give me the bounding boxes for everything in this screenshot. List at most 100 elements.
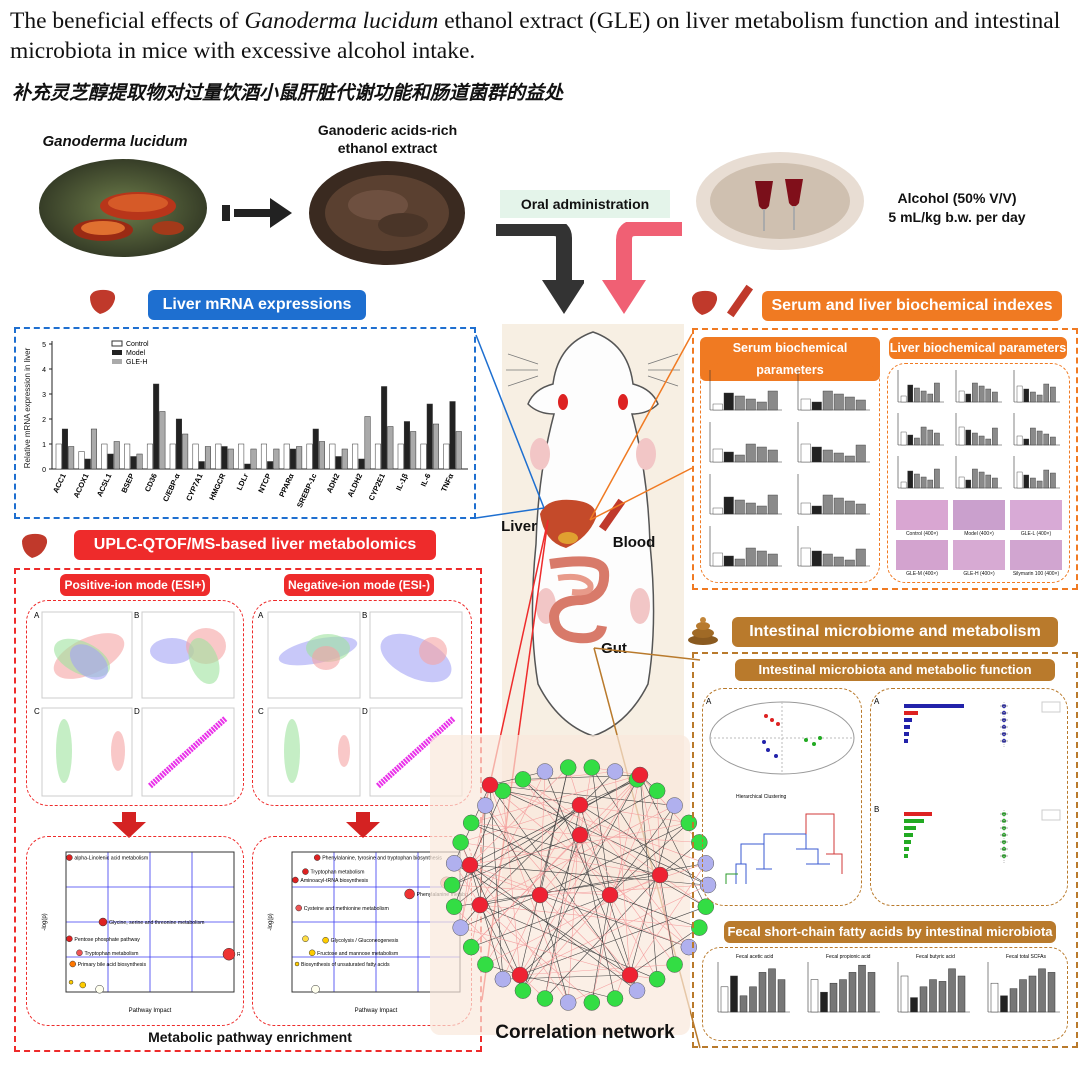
network-edge <box>451 774 641 886</box>
legend-model: Model <box>126 350 146 357</box>
positive-ion-title: Positive-ion mode (ESI+) <box>60 574 210 596</box>
mini-bar <box>855 548 866 567</box>
network-edge <box>591 767 611 896</box>
mini-bar <box>1036 480 1043 489</box>
mini-bar <box>927 429 934 446</box>
mrna-ytick-label: 2 <box>42 417 46 424</box>
network-edge <box>579 790 658 836</box>
network-node <box>666 797 683 814</box>
mini-bar <box>745 502 756 515</box>
network-node <box>621 966 639 984</box>
arrow-right-icon <box>222 198 292 228</box>
scfa-bar <box>990 982 999 1013</box>
blood-tube-center-icon <box>598 498 626 532</box>
pathway-xlabel: Pathway Impact <box>129 1008 172 1014</box>
mrna-ytick-label: 3 <box>42 392 46 399</box>
liver-icon-metabolomics <box>22 533 48 558</box>
ganoderma-label: Ganoderma lucidum <box>42 133 188 150</box>
network-edge <box>614 771 631 976</box>
network-node <box>691 919 708 936</box>
network-node <box>666 956 683 973</box>
network-edge <box>469 864 689 948</box>
pos-pathway-panel <box>26 836 244 1026</box>
pathway-bubble <box>302 935 309 943</box>
mrna-ylabel: Relative mRNA expression in liver <box>23 347 32 468</box>
mrna-ytick-label: 1 <box>42 442 46 449</box>
scfa-bar <box>739 995 748 1013</box>
network-edge <box>469 822 689 866</box>
scfa-bar <box>730 975 738 1013</box>
pathway-bubble <box>76 949 83 957</box>
mini-bar <box>833 452 844 463</box>
network-edge <box>469 864 709 886</box>
mini-bar <box>822 553 833 567</box>
mini-bar <box>978 471 985 489</box>
network-node <box>445 855 463 872</box>
pathway-bubble <box>292 876 299 884</box>
microbiota-subtitle: Intestinal microbiota and metabolic func… <box>735 659 1055 681</box>
scfa-bar <box>919 986 928 1013</box>
network-edge <box>470 834 581 948</box>
network-edge <box>579 804 709 886</box>
network-edge <box>479 805 486 906</box>
liver-organ-icon <box>540 499 597 548</box>
mini-bar <box>712 448 723 463</box>
pathway-label: Tryptophan metabolism <box>310 870 364 876</box>
mrna-ytick-label: 5 <box>42 342 46 349</box>
mrna-bar <box>107 453 114 470</box>
network-edge <box>489 784 706 864</box>
neg-panel-letter-a: A <box>258 611 264 620</box>
network-edge <box>579 834 675 965</box>
scfa-bar <box>1047 972 1056 1013</box>
mini-bar <box>978 435 985 446</box>
mini-bar <box>811 550 822 567</box>
mrna-bar <box>244 463 251 470</box>
network-node <box>443 876 461 894</box>
negative-ion-title: Negative-ion mode (ESI-) <box>284 574 434 596</box>
intestine-organ-icon <box>548 556 610 644</box>
microbiota-left-subpanel <box>702 688 862 906</box>
network-edge <box>485 805 631 976</box>
pathway-enrichment-title: Metabolic pathway enrichment <box>148 1029 352 1045</box>
neg-panel-letter-d: D <box>362 707 368 716</box>
mini-bar <box>927 393 934 403</box>
network-edge <box>469 864 569 1003</box>
mini-bar <box>822 390 833 411</box>
scfa-bar <box>777 979 786 1013</box>
blood-tube-icon <box>726 284 754 318</box>
mini-bar <box>907 384 914 403</box>
network-node <box>583 759 601 776</box>
scfa-panel-title: Fecal total SCFAs <box>1006 954 1047 960</box>
alcohol-label: Alcohol (50% V/V) 5 mL/kg b.w. per day <box>888 190 1026 225</box>
mini-bar <box>745 398 756 411</box>
mrna-bar <box>329 443 336 470</box>
network-node <box>511 966 529 984</box>
scfa-bar <box>820 991 828 1013</box>
network-edge <box>522 894 611 991</box>
figure-subtitle-chinese: 补充灵芝醇提取物对过量饮酒小鼠肝脏代谢功能和肠道菌群的益处 <box>12 82 564 104</box>
mini-bar <box>723 496 734 515</box>
network-edge <box>471 894 611 948</box>
network-node <box>697 855 715 872</box>
mini-bar <box>712 403 723 411</box>
network-edge <box>479 805 675 906</box>
pathway-label: Phenylalanine, tyrosine and tryptophan b… <box>322 856 442 862</box>
network-node <box>697 898 715 915</box>
pathway-bubble <box>404 888 415 900</box>
positive-ion-plots: A B C D <box>34 611 235 797</box>
network-edge <box>460 804 581 843</box>
pathway-label: Glycine, serine and threonine metabolism <box>109 920 204 926</box>
network-node <box>583 994 601 1011</box>
pathway-bubble <box>79 981 87 989</box>
scfa-bar <box>938 981 947 1013</box>
biochem-title: Serum and liver biochemical indexes <box>762 291 1062 321</box>
liver-icon <box>90 289 116 314</box>
mini-bar <box>811 505 822 515</box>
mini-bar <box>822 449 833 463</box>
network-edge <box>460 927 631 976</box>
mrna-bar <box>55 443 62 470</box>
mini-bar <box>767 494 778 515</box>
mini-bar <box>767 553 778 567</box>
network-edge <box>609 805 675 896</box>
pathway-bubble <box>302 868 309 875</box>
